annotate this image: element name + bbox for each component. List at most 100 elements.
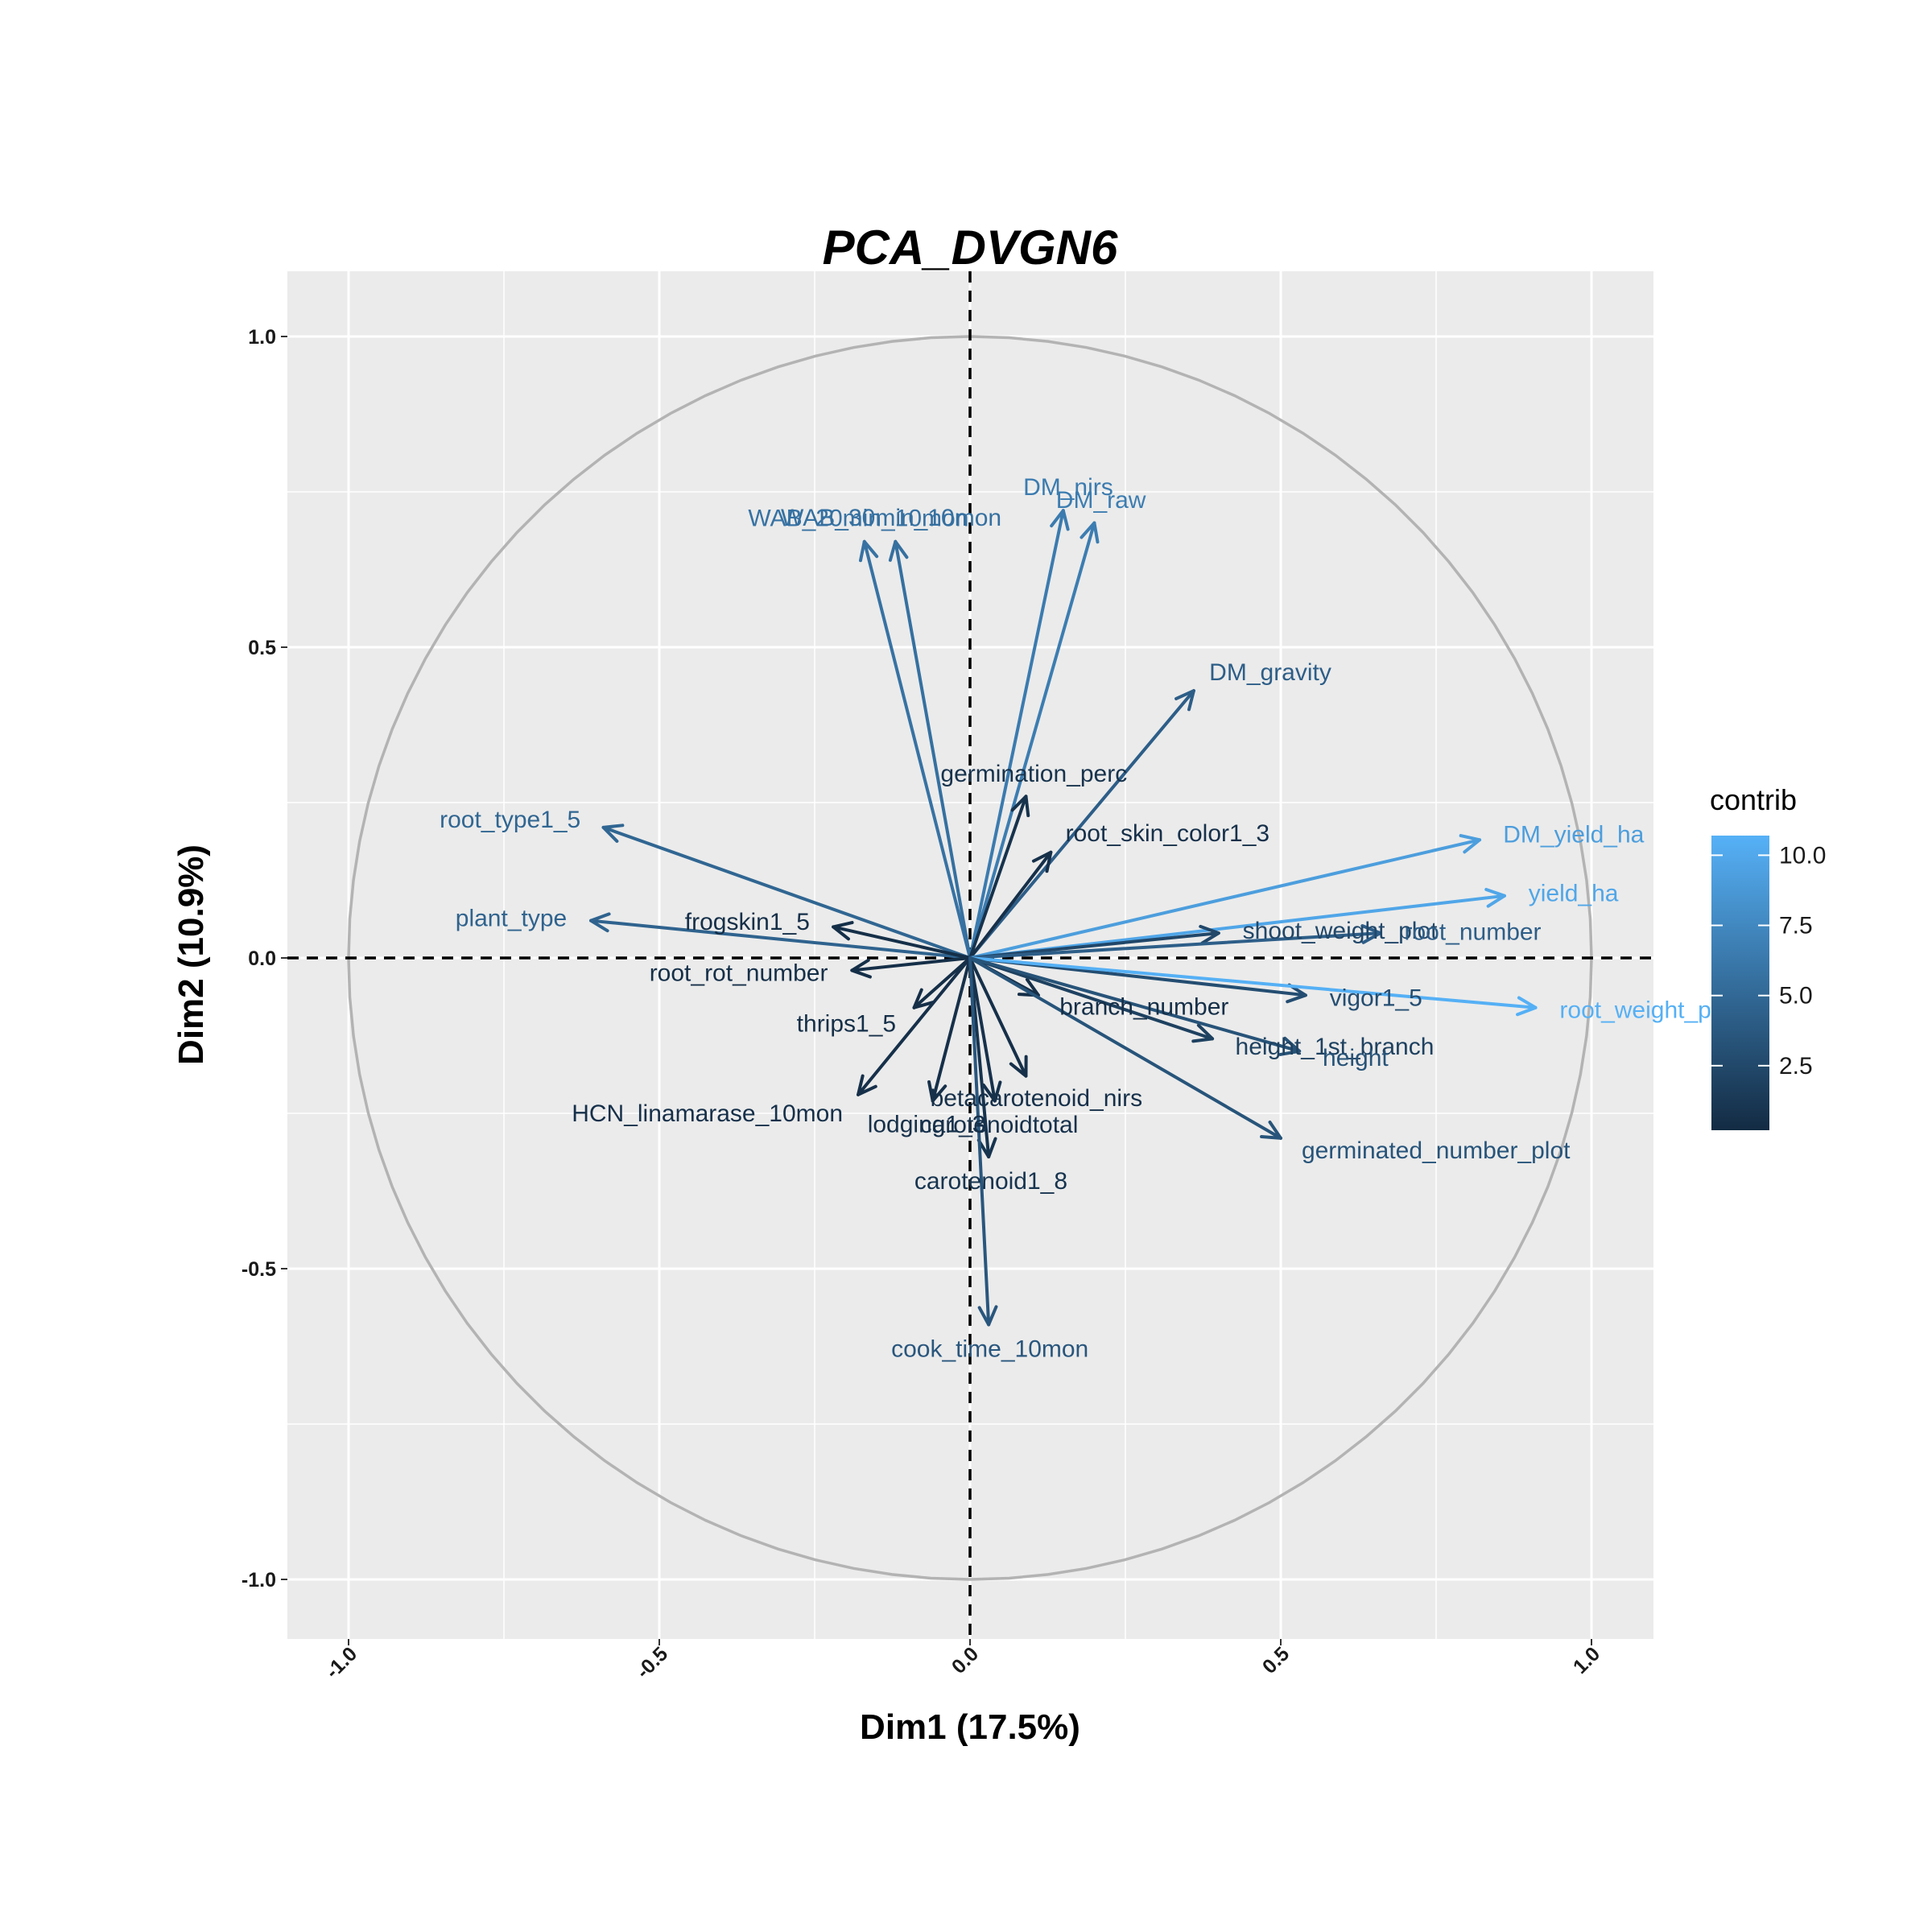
arrow-shaft (968, 850, 1053, 960)
arrow-root-number (968, 924, 1382, 960)
label-carotenoidtotal: carotenoidtotal (920, 1112, 1079, 1138)
y-axis-title: Dim2 (10.9%) (171, 844, 211, 1065)
label-shoot-weight-plot: shoot_weight_plot (1243, 918, 1439, 944)
arrow-head (850, 958, 872, 979)
arrow-shaft (968, 795, 1028, 960)
arrow-shaft (968, 509, 1065, 960)
arrow-germination-perc (968, 795, 1030, 960)
arrow-head (1484, 887, 1506, 908)
arrow-head (1286, 983, 1307, 1004)
arrow-shaft (850, 956, 972, 972)
arrow-shaft (968, 931, 1382, 960)
arrow-shaft (857, 956, 972, 1096)
arrow-hcn-linamarase-10mon (857, 956, 972, 1096)
label-yield-ha: yield_ha (1529, 880, 1619, 906)
arrow-head (589, 912, 611, 933)
arrow-head (1050, 509, 1070, 531)
arrow-shaft (862, 539, 972, 960)
arrow-head (1080, 521, 1100, 544)
arrow-wab-30min-10mon (888, 539, 972, 960)
label-dm-raw: DM_raw (1056, 487, 1146, 514)
legend-colorbar (1711, 836, 1769, 1130)
arrow-head (601, 824, 625, 843)
arrow-head (1278, 1036, 1302, 1056)
arrow-head (912, 988, 935, 1009)
arrow-shaft (968, 838, 1482, 960)
arrow-wab-20min-10mon (858, 539, 972, 960)
arrow-root-rot-number (850, 956, 972, 979)
arrow-head (1260, 1121, 1282, 1140)
x-axis-title: Dim1 (17.5%) (860, 1707, 1080, 1747)
label-height: height (1323, 1045, 1389, 1071)
arrow-shaft (912, 956, 972, 1009)
arrow-shaft (894, 539, 972, 960)
label-thrips1-5: thrips1_5 (797, 1011, 896, 1038)
arrow-head (976, 1137, 997, 1159)
arrow-dm-yield-ha (968, 834, 1482, 960)
arrow-shaft (968, 956, 991, 1327)
arrow-head (857, 1074, 877, 1096)
label-wab-20min-10mon: WAB_20min_10mon (748, 506, 968, 532)
chart-title: PCA_DVGN6 (823, 221, 1118, 275)
label-betacarotenoid-nirs: betacarotenoid_nirs (931, 1085, 1143, 1112)
arrow-shaft (931, 956, 972, 1103)
arrow-head (927, 1080, 947, 1103)
label-root-number: root_number (1404, 919, 1541, 945)
label-cook-time-10mon: cook_time_10mon (891, 1335, 1088, 1362)
y-tick-label: 1.0 (248, 326, 276, 349)
arrow-head (1516, 996, 1538, 1017)
label-germinated-number-plot: germinated_number_plot (1302, 1137, 1571, 1164)
arrow-dm-gravity (968, 689, 1195, 960)
arrow-head (1017, 977, 1040, 997)
arrow-shaft (832, 925, 972, 960)
arrow-thrips1-5 (912, 956, 972, 1009)
arrow-root-weight-plot (968, 956, 1538, 1017)
label-dm-gravity: DM_gravity (1209, 659, 1331, 686)
arrow-shaft (968, 689, 1195, 960)
y-tick-label: 0.0 (248, 947, 276, 970)
label-lodging1-3: lodging1_3 (868, 1112, 986, 1138)
arrow-height-1st-branch (968, 956, 1215, 1043)
arrow-head (832, 921, 854, 941)
arrow-root-type1-5 (601, 824, 972, 960)
label-root-rot-number: root_rot_number (650, 960, 828, 987)
arrow-head (1459, 834, 1482, 854)
legend-tick-label: 5.0 (1779, 983, 1813, 1009)
arrow-shaft (968, 956, 1028, 1078)
label-root-type1-5: root_type1_5 (440, 807, 580, 833)
arrow-germinated-number-plot (968, 956, 1282, 1140)
arrow-shaft (589, 919, 972, 960)
label-hcn-linamarase-10mon: HCN_linamarase_10mon (572, 1100, 843, 1127)
label-frogskin1-5: frogskin1_5 (685, 909, 810, 935)
arrow-shaft (968, 956, 1302, 1053)
y-tick-label: 0.5 (248, 637, 276, 659)
arrow-shoot-weight-plot (968, 924, 1220, 960)
legend-tick-label: 10.0 (1779, 842, 1826, 869)
arrow-head (1174, 689, 1195, 712)
arrow-dm-raw (968, 521, 1100, 960)
arrow-height (968, 956, 1302, 1056)
arrow-head (977, 1305, 998, 1327)
label-carotenoid1-8: carotenoid1_8 (914, 1168, 1067, 1195)
label-wab-30min-10mon: WAB_30min_10mon (781, 505, 1001, 531)
arrow-shaft (968, 521, 1096, 960)
arrow-carotenoidtotal (968, 956, 1002, 1103)
arrow-cook-time-10mon (968, 956, 998, 1327)
label-vigor1-5: vigor1_5 (1330, 985, 1422, 1012)
label-plant-type: plant_type (456, 906, 567, 932)
label-germination-perc: germination_perc (940, 761, 1127, 787)
arrow-shaft (968, 956, 997, 1103)
arrow-head (888, 539, 909, 562)
arrow-shaft (968, 956, 1538, 1009)
variable-arrows (589, 509, 1538, 1327)
y-tick-label: -1.0 (242, 1569, 276, 1591)
label-dm-yield-ha: DM_yield_ha (1503, 822, 1644, 848)
label-root-skin-color1-3: root_skin_color1_3 (1066, 820, 1270, 847)
arrow-head (1191, 1023, 1215, 1043)
legend-ticks: 10.0 7.5 5.0 2.5 (1711, 842, 1826, 1080)
arrow-head (981, 1080, 1002, 1103)
label-root-weight-plot: root_weight_plot (1559, 997, 1737, 1023)
arrow-head (1031, 850, 1053, 873)
